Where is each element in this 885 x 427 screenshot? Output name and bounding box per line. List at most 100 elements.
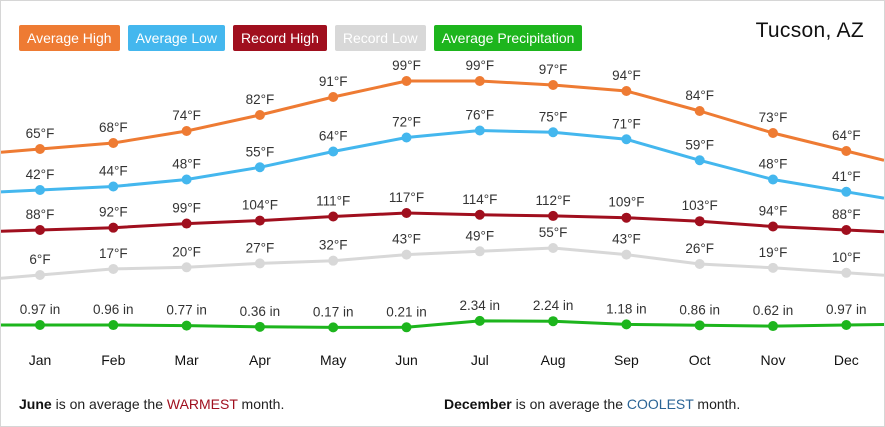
average-low-point[interactable] bbox=[474, 125, 485, 136]
record-high-value-label: 117°F bbox=[389, 190, 424, 205]
average-high-value-label: 64°F bbox=[832, 128, 861, 143]
average-high-point[interactable] bbox=[474, 76, 485, 86]
average-low-series: 42°F 44°F 48°F 55°F 64°F 72°F 76°F 75°F 71°F 59°F… bbox=[1, 108, 884, 200]
record-high-series: 88°F 92°F 99°F 104°F 111°F 117°F 114°F 112°F 109… bbox=[1, 190, 884, 235]
average-precipitation-value-label: 0.96 in bbox=[93, 302, 134, 317]
average-low-point[interactable] bbox=[181, 174, 192, 185]
record-high-point[interactable] bbox=[841, 225, 852, 235]
average-precipitation-point[interactable] bbox=[108, 320, 119, 331]
record-high-point[interactable] bbox=[548, 210, 559, 221]
average-high-point[interactable] bbox=[548, 80, 559, 90]
record-low-point[interactable] bbox=[474, 246, 485, 257]
average-precipitation-value-label: 2.24 in bbox=[533, 298, 574, 313]
average-low-value-label: 44°F bbox=[99, 164, 128, 179]
average-precipitation-value-label: 0.77 in bbox=[166, 303, 207, 318]
average-precipitation-point[interactable] bbox=[694, 320, 705, 331]
record-low-point[interactable] bbox=[401, 249, 412, 260]
record-low-value-label: 10°F bbox=[832, 250, 861, 265]
average-precipitation-point[interactable] bbox=[474, 315, 485, 326]
average-low-point[interactable] bbox=[621, 134, 632, 145]
average-low-point[interactable] bbox=[841, 186, 852, 197]
average-high-point[interactable] bbox=[181, 126, 192, 136]
average-high-point[interactable] bbox=[35, 144, 45, 154]
average-high-point[interactable] bbox=[841, 146, 852, 156]
record-low-point[interactable] bbox=[328, 255, 339, 266]
legend-average-low-button[interactable]: Average Low bbox=[127, 25, 226, 51]
record-low-point[interactable] bbox=[621, 249, 632, 260]
record-high-value-label: 109°F bbox=[608, 195, 644, 210]
average-high-point[interactable] bbox=[108, 138, 119, 148]
average-precipitation-value-label: 0.62 in bbox=[753, 303, 794, 318]
average-low-point[interactable] bbox=[401, 132, 412, 143]
record-high-point[interactable] bbox=[35, 225, 45, 235]
record-low-value-label: 19°F bbox=[759, 245, 788, 260]
average-low-point[interactable] bbox=[328, 146, 339, 157]
average-low-value-label: 64°F bbox=[319, 129, 348, 144]
average-low-value-label: 71°F bbox=[612, 116, 641, 131]
record-high-value-label: 94°F bbox=[759, 203, 788, 218]
record-low-value-label: 43°F bbox=[612, 232, 641, 247]
record-low-point[interactable] bbox=[548, 243, 559, 254]
average-high-point[interactable] bbox=[768, 128, 778, 138]
average-precipitation-point[interactable] bbox=[35, 320, 45, 330]
average-low-value-label: 72°F bbox=[392, 115, 421, 130]
average-high-value-label: 99°F bbox=[465, 58, 494, 73]
average-low-point[interactable] bbox=[768, 174, 778, 185]
legend-record-low-button[interactable]: Record Low bbox=[334, 25, 426, 51]
record-high-point[interactable] bbox=[181, 218, 192, 229]
average-low-point[interactable] bbox=[35, 185, 45, 195]
average-precipitation-point[interactable] bbox=[548, 316, 559, 327]
average-high-point[interactable] bbox=[328, 92, 339, 102]
average-high-point[interactable] bbox=[401, 76, 412, 86]
record-low-point[interactable] bbox=[694, 258, 705, 269]
average-high-value-label: 74°F bbox=[172, 108, 201, 123]
record-high-value-label: 103°F bbox=[682, 198, 718, 213]
average-high-point[interactable] bbox=[621, 86, 632, 96]
average-precipitation-point[interactable] bbox=[841, 320, 852, 330]
month-label: Feb bbox=[101, 352, 125, 368]
record-high-point[interactable] bbox=[108, 222, 119, 233]
record-high-point[interactable] bbox=[254, 215, 265, 226]
average-precipitation-point[interactable] bbox=[401, 322, 412, 333]
average-low-value-label: 75°F bbox=[539, 109, 568, 124]
record-high-point[interactable] bbox=[401, 208, 412, 219]
average-low-point[interactable] bbox=[108, 181, 119, 192]
average-precipitation-point[interactable] bbox=[768, 321, 778, 332]
record-high-point[interactable] bbox=[474, 209, 485, 220]
warmest-month: June bbox=[19, 396, 52, 412]
month-label: Dec bbox=[834, 352, 859, 368]
average-low-point[interactable] bbox=[548, 127, 559, 138]
record-low-point[interactable] bbox=[841, 267, 852, 278]
average-precipitation-point[interactable] bbox=[254, 321, 265, 332]
average-high-point[interactable] bbox=[694, 106, 705, 116]
average-low-point[interactable] bbox=[254, 162, 265, 173]
record-low-point[interactable] bbox=[35, 270, 45, 280]
average-precipitation-value-label: 2.34 in bbox=[460, 298, 501, 313]
average-precipitation-point[interactable] bbox=[181, 320, 192, 331]
record-low-point[interactable] bbox=[768, 262, 778, 273]
legend-average-precipitation-button[interactable]: Average Precipitation bbox=[433, 25, 583, 51]
average-low-point[interactable] bbox=[694, 155, 705, 166]
record-low-point[interactable] bbox=[181, 262, 192, 273]
average-precipitation-point[interactable] bbox=[328, 322, 339, 333]
record-low-point[interactable] bbox=[108, 263, 119, 274]
record-high-value-label: 88°F bbox=[832, 207, 861, 222]
average-precipitation-value-label: 0.97 in bbox=[826, 302, 867, 317]
record-high-point[interactable] bbox=[768, 221, 778, 232]
month-label: Apr bbox=[249, 352, 271, 368]
average-high-point[interactable] bbox=[254, 110, 265, 120]
legend-record-high-button[interactable]: Record High bbox=[233, 25, 327, 51]
legend-average-high-button[interactable]: Average High bbox=[19, 25, 120, 51]
month-label: Nov bbox=[761, 352, 786, 368]
average-precipitation-point[interactable] bbox=[621, 319, 632, 330]
record-high-value-label: 112°F bbox=[536, 193, 571, 208]
record-low-point[interactable] bbox=[254, 258, 265, 269]
coolest-month-note: December is on average the COOLEST month… bbox=[444, 396, 740, 412]
record-high-value-label: 114°F bbox=[462, 192, 497, 207]
record-high-point[interactable] bbox=[621, 212, 632, 223]
record-high-point[interactable] bbox=[694, 216, 705, 227]
record-low-value-label: 32°F bbox=[319, 238, 348, 253]
record-high-point[interactable] bbox=[328, 211, 339, 222]
month-label: Sep bbox=[614, 352, 639, 368]
month-label: Mar bbox=[175, 352, 199, 368]
